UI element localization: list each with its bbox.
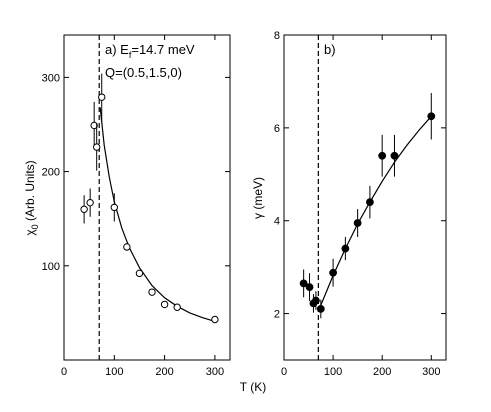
- panel-a-frame: [63, 34, 231, 361]
- x-tick-label: 0: [61, 366, 67, 378]
- data-point: [110, 193, 119, 222]
- data-point: [86, 188, 94, 217]
- point-marker: [80, 205, 88, 213]
- x-tick-label: 0: [281, 366, 287, 378]
- point-marker: [329, 268, 337, 277]
- point-marker: [378, 151, 387, 160]
- panel-b-frame: [283, 34, 447, 361]
- data-point: [123, 243, 131, 251]
- panel-a-fit-curve: [99, 107, 216, 322]
- y-tick-label: 300: [42, 72, 60, 84]
- point-marker: [123, 243, 131, 251]
- x-tick-label: 300: [206, 366, 224, 378]
- panel-b-tick-labels: 0 100 200 300 2 4 6 8: [274, 30, 441, 378]
- point-marker: [312, 296, 320, 305]
- data-point: [316, 299, 325, 319]
- panel-a-ylabel: χ0 (Arb. Units): [23, 160, 40, 235]
- data-point: [427, 93, 436, 140]
- data-point: [173, 303, 181, 311]
- point-marker: [148, 288, 156, 296]
- point-marker: [353, 219, 362, 227]
- data-point: [135, 269, 144, 278]
- x-tick-label: 200: [155, 366, 173, 378]
- point-marker: [390, 151, 399, 160]
- panel-b-ylabel: γ (meV): [251, 177, 265, 219]
- point-marker: [427, 112, 436, 121]
- point-marker: [86, 198, 94, 207]
- x-tick-label: 300: [422, 366, 440, 378]
- data-point: [92, 123, 101, 171]
- point-marker: [110, 203, 119, 212]
- data-point: [148, 288, 156, 296]
- panel-b-label: b): [324, 42, 336, 57]
- data-point: [366, 185, 374, 219]
- data-point: [305, 273, 314, 302]
- panel-a-points: [80, 73, 219, 324]
- shared-xlabel: T (K): [240, 380, 266, 394]
- panel-a-q-label: Q=(0.5,1.5,0): [105, 65, 182, 80]
- data-point: [390, 134, 399, 177]
- point-marker: [316, 305, 325, 313]
- y-tick-label: 100: [42, 261, 60, 273]
- data-point: [80, 195, 88, 224]
- x-tick-label: 200: [373, 366, 391, 378]
- point-marker: [160, 300, 169, 309]
- data-point: [160, 300, 169, 309]
- point-marker: [135, 269, 144, 278]
- point-marker: [92, 143, 101, 151]
- point-marker: [173, 303, 181, 311]
- point-marker: [366, 198, 374, 207]
- data-point: [378, 134, 387, 177]
- panel-b: 0 100 200 300 2 4 6 8 b) γ (meV): [251, 30, 447, 378]
- data-point: [299, 269, 308, 298]
- point-marker: [211, 315, 219, 324]
- data-point: [329, 258, 337, 287]
- x-tick-label: 100: [324, 366, 342, 378]
- y-tick-label: 2: [274, 309, 280, 321]
- point-marker: [341, 244, 350, 253]
- y-tick-label: 8: [274, 30, 280, 42]
- data-point: [353, 209, 362, 237]
- data-point: [98, 73, 106, 121]
- y-tick-label: 200: [42, 167, 60, 179]
- panel-b-ticks: [283, 34, 446, 360]
- point-marker: [98, 93, 106, 101]
- panel-b-fit-curve: [318, 115, 432, 310]
- point-marker: [90, 121, 98, 130]
- panel-a-label: a) Ef=14.7 meV: [105, 42, 195, 60]
- y-tick-label: 4: [274, 216, 280, 228]
- panel-a-ticks: [63, 35, 230, 360]
- data-point: [90, 101, 98, 149]
- point-marker: [305, 283, 314, 292]
- panel-b-points: [299, 93, 436, 319]
- data-point: [211, 315, 219, 324]
- x-tick-label: 100: [105, 366, 123, 378]
- point-marker: [299, 279, 308, 288]
- panel-a: 0 100 200 300 100 200 300 a) Ef=14.7 meV Q=(0.…: [23, 34, 231, 378]
- panel-a-tick-labels: 0 100 200 300 100 200 300: [42, 72, 224, 378]
- data-point: [312, 291, 320, 310]
- data-point: [341, 236, 350, 261]
- y-tick-label: 6: [274, 123, 280, 135]
